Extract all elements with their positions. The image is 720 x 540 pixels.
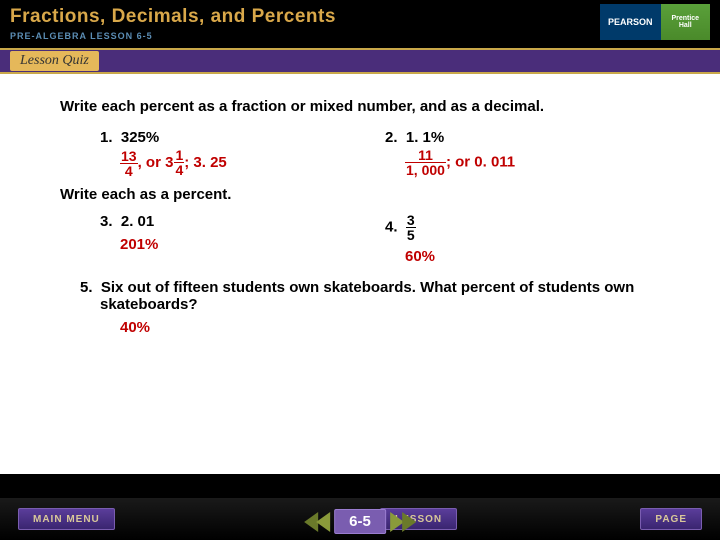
q4-head: 4. 35 (385, 213, 670, 242)
q1: 1. 325% 134, or 314; 3. 25 (100, 129, 385, 178)
q1-head: 1. 325% (100, 129, 385, 146)
bottom-bar: MAIN MENU LESSON PAGE 6-5 (0, 498, 720, 540)
q4-frac: 35 (406, 213, 416, 242)
next-next-arrow-icon[interactable] (402, 512, 416, 532)
q1-text: 325% (121, 129, 159, 146)
page-number: 6-5 (334, 509, 386, 534)
q3: 3. 2. 01 201% (100, 213, 385, 265)
prev-arrow-icon[interactable] (316, 512, 330, 532)
row-q3-q4: 3. 2. 01 201% 4. 35 60% (100, 213, 670, 265)
band: Lesson Quiz (0, 48, 720, 74)
q1-mixed: 314 (165, 148, 184, 177)
q4-answer: 60% (405, 248, 670, 265)
q1-dec: ; 3. 25 (184, 154, 227, 171)
logo-pearson-text: PEARSON (600, 4, 661, 40)
q1-or: , or (138, 154, 166, 171)
q1-answer: 134, or 314; 3. 25 (120, 148, 385, 178)
q2-answer: 111, 000; or 0. 011 (405, 148, 670, 177)
q4-num: 4. (385, 218, 398, 235)
q1-frac1: 134 (120, 149, 138, 178)
main-menu-button[interactable]: MAIN MENU (18, 508, 115, 530)
logo-bottom: Hall (679, 22, 692, 29)
content-area: Write each percent as a fraction or mixe… (0, 74, 720, 474)
q2-head: 2. 1. 1% (385, 129, 670, 146)
q3-text: 2. 01 (121, 213, 154, 230)
q3-head: 3. 2. 01 (100, 213, 385, 230)
prompt-2: Write each as a percent. (60, 186, 670, 203)
q3-answer: 201% (120, 236, 385, 253)
q5-answer: 40% (120, 319, 670, 336)
prompt-1: Write each percent as a fraction or mixe… (60, 98, 670, 115)
page-button[interactable]: PAGE (640, 508, 702, 530)
q2-frac: 111, 000 (405, 148, 446, 177)
q5: 5. Six out of fifteen students own skate… (100, 279, 670, 313)
q3-num: 3. (100, 213, 113, 230)
header-bar: Fractions, Decimals, and Percents PRE-AL… (0, 0, 720, 48)
q2-dec: ; or 0. 011 (446, 153, 515, 170)
pearson-logo: PEARSON Prentice Hall (600, 4, 710, 40)
q2-num: 2. (385, 129, 398, 146)
q5-text: Six out of fifteen students own skateboa… (100, 279, 634, 313)
q2-text: 1. 1% (406, 129, 444, 146)
logo-top: Prentice (671, 15, 699, 22)
q4: 4. 35 60% (385, 213, 670, 265)
q1-num: 1. (100, 129, 113, 146)
lesson-quiz-flag: Lesson Quiz (10, 51, 99, 71)
q2: 2. 1. 1% 111, 000; or 0. 011 (385, 129, 670, 178)
row-q1-q2: 1. 325% 134, or 314; 3. 25 2. 1. 1% 111,… (100, 129, 670, 178)
q5-num: 5. (80, 279, 93, 296)
logo-prentice-hall: Prentice Hall (661, 4, 711, 40)
page-nav: 6-5 (304, 509, 416, 534)
